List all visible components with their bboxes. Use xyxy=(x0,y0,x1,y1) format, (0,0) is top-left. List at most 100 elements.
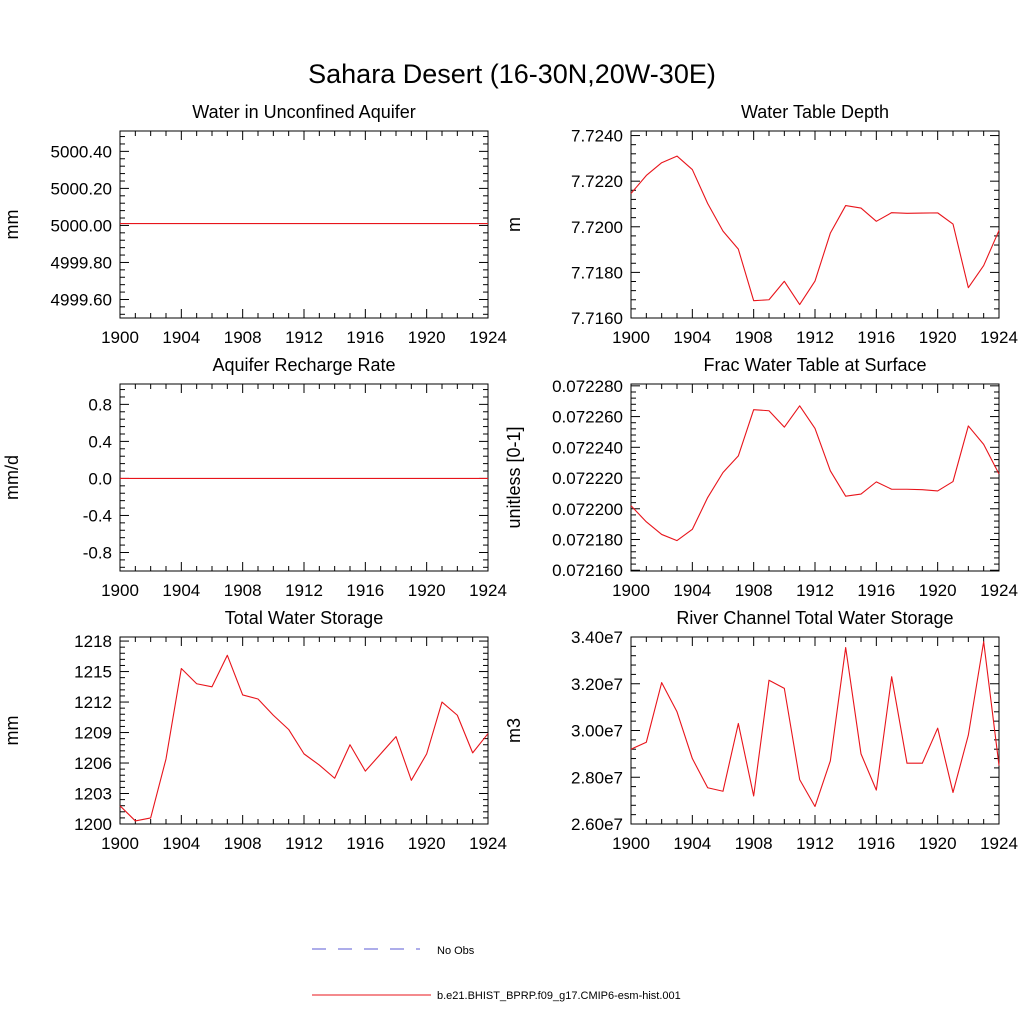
panel-3: Aquifer Recharge Rate 1900 1904 1908 1912 191… xyxy=(2,355,507,600)
y-tick-label: 0.0 xyxy=(88,469,112,488)
y-tick-label: 3.20e7 xyxy=(571,675,623,694)
legend: No Obs b.e21.BHIST_BPRP.f09_g17.CMIP6-es… xyxy=(312,945,681,1002)
y-tick-label: 0.072160 xyxy=(552,561,623,580)
legend-model-label: b.e21.BHIST_BPRP.f09_g17.CMIP6-esm-hist.… xyxy=(437,990,681,1002)
x-tick-label: 1924 xyxy=(980,328,1018,347)
series-line xyxy=(630,405,1000,542)
panel-1: Water in Unconfined Aquifer 1900 1904 1908 1… xyxy=(2,102,507,347)
x-tick-label: 1904 xyxy=(162,834,200,853)
x-tick-label: 1912 xyxy=(796,581,834,600)
y-tick-label: 1218 xyxy=(74,632,112,651)
y-axis-label: mm/d xyxy=(2,455,22,500)
x-tick-label: 1924 xyxy=(469,834,507,853)
y-tick-label: 0.072260 xyxy=(552,408,623,427)
panel-title: River Channel Total Water Storage xyxy=(676,608,953,628)
x-tick-label: 1908 xyxy=(224,581,262,600)
x-tick-label: 1908 xyxy=(224,834,262,853)
series-line xyxy=(119,654,489,822)
panel-title: Water Table Depth xyxy=(741,102,889,122)
panel-5: Total Water Storage 1900 1904 1908 1912 1916 1… xyxy=(2,608,507,853)
y-tick-label: 2.60e7 xyxy=(571,815,623,834)
x-tick-label: 1924 xyxy=(469,328,507,347)
y-tick-label: 5000.20 xyxy=(51,179,112,198)
x-tick-label: 1908 xyxy=(735,581,773,600)
x-tick-label: 1916 xyxy=(857,328,895,347)
y-tick-label: 2.80e7 xyxy=(571,768,623,787)
y-tick-label: 3.00e7 xyxy=(571,722,623,741)
y-tick-label: 0.4 xyxy=(88,432,112,451)
x-tick-label: 1924 xyxy=(980,834,1018,853)
y-tick-label: 4999.80 xyxy=(51,253,112,272)
y-tick-label: 1200 xyxy=(74,815,112,834)
y-tick-label: 0.8 xyxy=(88,395,112,414)
x-tick-label: 1920 xyxy=(919,328,957,347)
plot-frame xyxy=(119,130,489,319)
y-tick-label: 0.072200 xyxy=(552,500,623,519)
y-axis-label: m3 xyxy=(504,718,524,743)
y-tick-label: 0.072280 xyxy=(552,377,623,396)
panels: Water in Unconfined Aquifer 1900 1904 1908 1… xyxy=(2,102,1018,853)
legend-no-obs-label: No Obs xyxy=(437,945,475,957)
x-tick-label: 1912 xyxy=(285,834,323,853)
x-tick-label: 1920 xyxy=(408,834,446,853)
x-tick-label: 1904 xyxy=(162,328,200,347)
y-tick-label: 7.7160 xyxy=(571,309,623,328)
y-tick-label: 1209 xyxy=(74,724,112,743)
x-tick-label: 1912 xyxy=(285,581,323,600)
y-axis-label: m xyxy=(504,217,524,232)
y-tick-label: 0.072220 xyxy=(552,469,623,488)
x-tick-label: 1920 xyxy=(408,581,446,600)
y-tick-label: -0.4 xyxy=(83,506,112,525)
y-axis-label: mm xyxy=(2,210,22,240)
y-tick-label: 7.7200 xyxy=(571,218,623,237)
x-tick-label: 1908 xyxy=(224,328,262,347)
x-tick-label: 1920 xyxy=(919,581,957,600)
series-line xyxy=(630,641,1000,808)
x-tick-label: 1900 xyxy=(612,834,650,853)
x-tick-label: 1916 xyxy=(857,581,895,600)
x-tick-label: 1900 xyxy=(101,328,139,347)
panel-title: Frac Water Table at Surface xyxy=(703,355,926,375)
plot-frame xyxy=(630,636,1000,825)
panel-title: Water in Unconfined Aquifer xyxy=(192,102,415,122)
y-tick-label: 0.072180 xyxy=(552,531,623,550)
x-tick-label: 1912 xyxy=(796,328,834,347)
series-line xyxy=(630,155,1000,306)
y-tick-label: -0.8 xyxy=(83,543,112,562)
plot-frame xyxy=(630,383,1000,572)
x-tick-label: 1924 xyxy=(469,581,507,600)
y-tick-label: 5000.40 xyxy=(51,142,112,161)
plot-frame xyxy=(630,130,1000,319)
x-tick-label: 1908 xyxy=(735,328,773,347)
y-tick-label: 5000.00 xyxy=(51,216,112,235)
y-tick-label: 1215 xyxy=(74,663,112,682)
y-axis-label: unitless [0-1] xyxy=(504,426,524,528)
x-tick-label: 1900 xyxy=(101,581,139,600)
panel-4: Frac Water Table at Surface 1900 1904 1908 1… xyxy=(504,355,1018,600)
x-tick-label: 1924 xyxy=(980,581,1018,600)
x-tick-label: 1912 xyxy=(796,834,834,853)
panel-title: Total Water Storage xyxy=(225,608,383,628)
x-tick-label: 1916 xyxy=(857,834,895,853)
y-tick-label: 3.40e7 xyxy=(571,628,623,647)
x-tick-label: 1904 xyxy=(673,328,711,347)
figure-title: Sahara Desert (16-30N,20W-30E) xyxy=(308,59,716,89)
y-tick-label: 7.7220 xyxy=(571,172,623,191)
panel-title: Aquifer Recharge Rate xyxy=(212,355,395,375)
x-tick-label: 1904 xyxy=(162,581,200,600)
y-tick-label: 0.072240 xyxy=(552,438,623,457)
y-tick-label: 4999.60 xyxy=(51,290,112,309)
plot-frame xyxy=(119,636,489,825)
x-tick-label: 1904 xyxy=(673,581,711,600)
x-tick-label: 1912 xyxy=(285,328,323,347)
y-axis-label: mm xyxy=(2,716,22,746)
x-tick-label: 1900 xyxy=(612,328,650,347)
y-tick-label: 1203 xyxy=(74,785,112,804)
panel-2: Water Table Depth 1900 1904 1908 1912 1916 192… xyxy=(504,102,1018,347)
x-tick-label: 1900 xyxy=(101,834,139,853)
x-tick-label: 1900 xyxy=(612,581,650,600)
x-tick-label: 1920 xyxy=(919,834,957,853)
y-tick-label: 1212 xyxy=(74,693,112,712)
x-tick-label: 1908 xyxy=(735,834,773,853)
